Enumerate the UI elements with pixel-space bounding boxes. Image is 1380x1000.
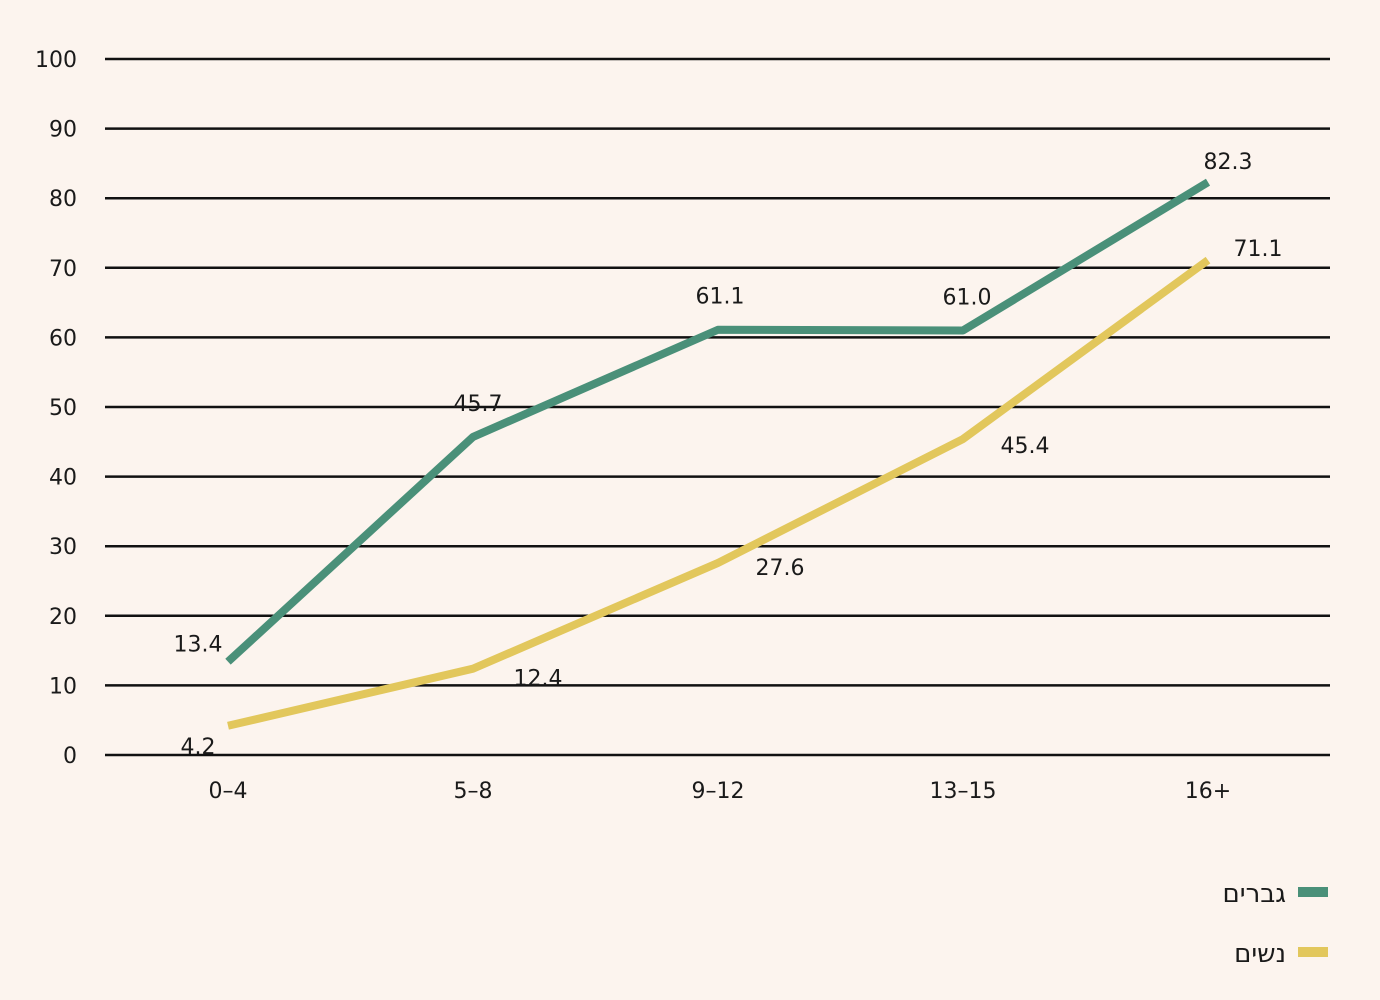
series-line-1 xyxy=(227,256,1211,730)
legend: גברים נשים xyxy=(1223,879,1328,969)
legend-swatch-women xyxy=(1298,947,1328,957)
data-label: 45.7 xyxy=(454,392,503,417)
grid-lines xyxy=(105,57,1330,757)
x-tick-label: 16+ xyxy=(1185,779,1231,804)
y-tick-label: 10 xyxy=(49,674,77,699)
y-tick-label: 90 xyxy=(49,118,77,143)
x-tick-label: 0–4 xyxy=(209,779,248,804)
data-label: 4.2 xyxy=(181,735,216,760)
legend-label-women: נשים xyxy=(1234,939,1286,969)
legend-label-men: גברים xyxy=(1223,879,1287,909)
y-tick-label: 40 xyxy=(49,466,77,491)
y-tick-label: 50 xyxy=(49,396,77,421)
data-labels: 13.4 45.7 61.1 61.0 82.3 4.2 12.4 27.6 45.4 71.1 xyxy=(174,150,1283,760)
data-label: 82.3 xyxy=(1204,150,1253,175)
y-tick-label: 0 xyxy=(63,744,77,769)
data-label: 27.6 xyxy=(756,556,805,581)
data-label: 61.0 xyxy=(943,285,992,310)
y-tick-label: 80 xyxy=(49,187,77,212)
legend-swatch-men xyxy=(1298,887,1328,897)
x-tick-label: 5–8 xyxy=(454,779,493,804)
data-label: 61.1 xyxy=(696,285,745,310)
x-tick-label: 9–12 xyxy=(692,779,745,804)
y-tick-label: 70 xyxy=(49,257,77,282)
series-lines xyxy=(225,178,1211,730)
y-axis-tick-labels: 0 10 20 30 40 50 60 70 80 90 100 xyxy=(35,48,77,769)
data-label: 12.4 xyxy=(514,667,563,692)
y-tick-label: 100 xyxy=(35,48,77,73)
data-label: 45.4 xyxy=(1001,434,1050,459)
data-label: 13.4 xyxy=(174,633,223,658)
y-tick-label: 60 xyxy=(49,326,77,351)
series-line-0 xyxy=(225,178,1211,665)
data-label: 71.1 xyxy=(1234,237,1283,262)
x-tick-label: 13–15 xyxy=(930,779,997,804)
y-tick-label: 20 xyxy=(49,605,77,630)
y-tick-label: 30 xyxy=(49,535,77,560)
x-axis-tick-labels: 0–4 5–8 9–12 13–15 16+ xyxy=(209,779,1232,804)
